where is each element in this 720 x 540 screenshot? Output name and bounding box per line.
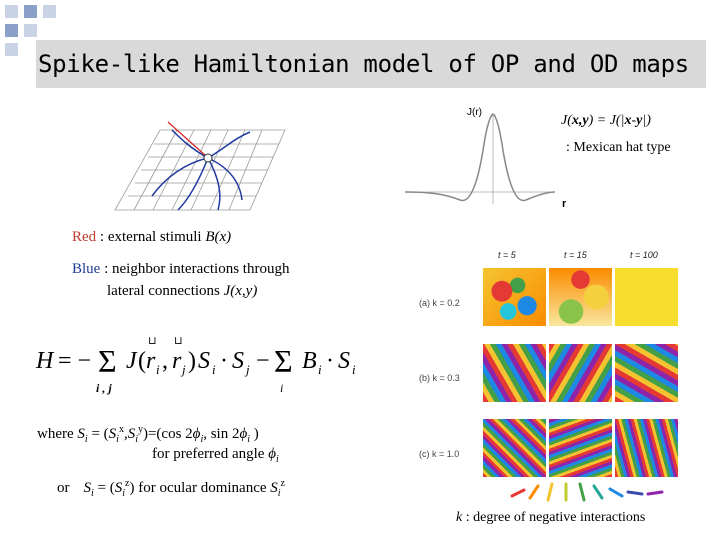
row-label-a: (a) k = 0.2 xyxy=(419,298,460,308)
svg-text:= −: = − xyxy=(58,348,91,374)
svg-text:S: S xyxy=(232,348,244,374)
row-label-c: (c) k = 1.0 xyxy=(419,449,460,459)
svg-text:S: S xyxy=(198,348,210,374)
svg-text:,: , xyxy=(162,348,168,374)
time-label-100: t = 100 xyxy=(630,250,658,260)
title-bar xyxy=(36,40,706,88)
svg-text:J: J xyxy=(126,348,138,374)
sim-c-t100 xyxy=(615,419,678,477)
svg-text:⊔: ⊔ xyxy=(174,335,183,347)
sim-a-t5 xyxy=(483,268,546,326)
kernel-axis-x-label: r xyxy=(562,198,567,210)
svg-text:·: · xyxy=(220,348,228,374)
svg-text:i: i xyxy=(352,362,356,377)
svg-text:B: B xyxy=(302,348,317,374)
svg-text:r: r xyxy=(146,348,156,374)
sim-b-t100 xyxy=(615,344,678,402)
svg-text:i: i xyxy=(318,362,322,377)
sim-b-t5 xyxy=(483,344,546,402)
time-label-5: t = 5 xyxy=(498,250,516,260)
sim-c-t15 xyxy=(549,419,612,477)
sim-a-t15 xyxy=(549,268,612,326)
svg-text:j: j xyxy=(180,362,186,377)
sim-a-t100 xyxy=(615,268,678,326)
mexican-hat-plot xyxy=(404,113,556,204)
slide-title: Spike-like Hamiltonian model of OP and O… xyxy=(38,50,689,78)
svg-text:i: i xyxy=(156,362,160,377)
svg-text:(: ( xyxy=(138,348,146,374)
svg-text:Σ: Σ xyxy=(98,343,117,379)
svg-text:): ) xyxy=(188,348,196,374)
lattice-diagram xyxy=(114,121,286,211)
svg-text:Σ: Σ xyxy=(274,343,293,379)
svg-text:i , j: i , j xyxy=(96,381,112,395)
time-label-15: t = 15 xyxy=(564,250,587,260)
svg-text:⊔: ⊔ xyxy=(148,335,157,347)
svg-text:j: j xyxy=(244,362,250,377)
legend-red: Red : external stimuli B(x) xyxy=(72,229,232,245)
svg-text:i: i xyxy=(212,362,216,377)
svg-text:i: i xyxy=(280,381,283,395)
row-label-b: (b) k = 0.3 xyxy=(419,373,460,383)
svg-text:r: r xyxy=(172,348,182,374)
svg-text:−: − xyxy=(256,348,270,374)
k-caption: k : degree of negative interactions xyxy=(456,510,646,525)
sim-b-t15 xyxy=(549,344,612,402)
sim-c-t5 xyxy=(483,419,546,477)
preferred-angle-line: for preferred angle ϕi xyxy=(152,446,279,465)
where-spin-definition: where Si = (Six,Siy)=(cos 2ϕi, sin 2ϕi ) xyxy=(37,424,259,445)
svg-text:S: S xyxy=(338,348,350,374)
ocular-dominance-line: or Si = (Siz) for ocular dominance Siz xyxy=(57,478,285,499)
legend-blue: Blue : neighbor interactions through xyxy=(72,261,290,277)
svg-text:H: H xyxy=(35,348,55,374)
svg-text:·: · xyxy=(326,348,334,374)
orientation-color-key xyxy=(510,482,664,502)
kernel-formula: J(x,y) = J(|x-y|) xyxy=(561,113,651,128)
kernel-axis-y-label: J(r) xyxy=(467,107,482,118)
kernel-type-note: : Mexican hat type xyxy=(566,140,671,155)
legend-blue-line2: lateral connections J(x,y) xyxy=(107,283,258,299)
hamiltonian-equation: H = − Σ i , j J ( r i ⊔ , r j ⊔ ) S i · … xyxy=(34,330,364,400)
